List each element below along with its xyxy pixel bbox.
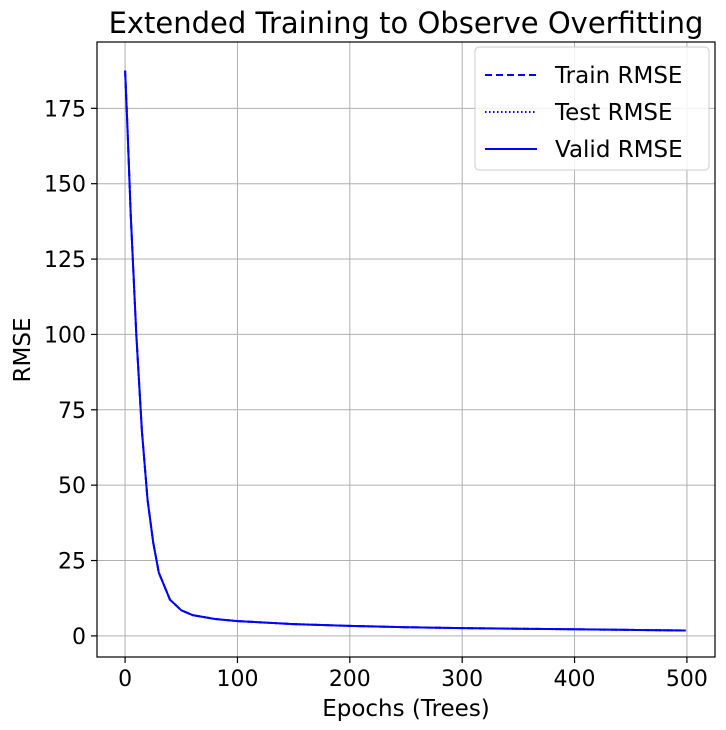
y-tick-label: 125: [44, 248, 86, 273]
plot-frame: [96, 41, 716, 658]
y-tick-label: 25: [58, 550, 86, 575]
y-axis-label: RMSE: [10, 318, 36, 383]
y-tick-label: 75: [58, 399, 86, 424]
series-lines: [124, 70, 686, 632]
legend: Train RMSE Test RMSE Valid RMSE: [474, 46, 710, 171]
x-tick-label: 100: [216, 667, 258, 692]
x-tick-label: 300: [441, 667, 483, 692]
x-axis-ticks: 0 100 200 300 400 500: [118, 657, 708, 692]
x-tick-label: 0: [118, 667, 132, 692]
x-tick-label: 200: [329, 667, 371, 692]
valid-rmse-line: [124, 70, 686, 632]
y-axis-ticks: 0 25 50 75 100 125 150 175: [44, 97, 97, 650]
y-tick-label: 50: [58, 474, 86, 499]
y-tick-label: 175: [44, 97, 86, 122]
x-tick-label: 400: [554, 667, 596, 692]
y-tick-label: 100: [44, 323, 86, 348]
legend-box: [474, 46, 710, 171]
chart-title: Extended Training to Observe Overfitting: [109, 6, 704, 40]
x-tick-label: 500: [666, 667, 708, 692]
y-tick-label: 150: [44, 173, 86, 198]
train-rmse-legend-label: Train RMSE: [554, 63, 682, 89]
valid-rmse-legend-label: Valid RMSE: [555, 137, 683, 163]
y-tick-label: 0: [72, 625, 86, 650]
test-rmse-legend-label: Test RMSE: [554, 100, 673, 126]
x-axis-label: Epochs (Trees): [322, 696, 490, 722]
